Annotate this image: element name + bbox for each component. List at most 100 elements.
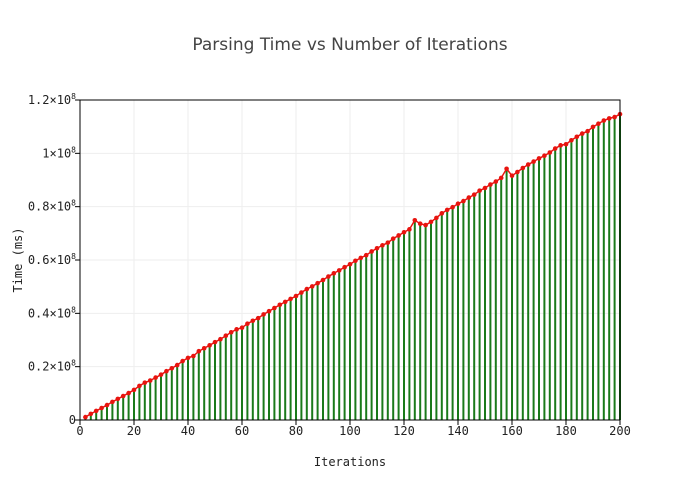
data-point	[493, 179, 499, 184]
data-point	[266, 308, 272, 314]
data-point	[423, 222, 428, 228]
data-point	[147, 378, 153, 383]
y-tick-label-base: 0.4×10	[28, 306, 71, 320]
x-tick-label: 60	[235, 424, 249, 438]
data-point	[331, 271, 337, 276]
y-tick-layer: 00.2×1080.4×1080.6×1080.8×1081×1081.2×10…	[28, 92, 80, 427]
data-point	[369, 249, 374, 254]
data-point	[385, 240, 391, 245]
data-point	[520, 165, 526, 171]
data-point	[466, 195, 472, 200]
y-axis-label: Time (ms)	[11, 227, 25, 292]
data-point	[282, 299, 288, 305]
data-point	[347, 261, 353, 267]
data-point	[363, 252, 369, 258]
data-point	[88, 411, 94, 417]
y-tick-label-base: 0.8×10	[28, 200, 71, 214]
data-point	[477, 188, 482, 193]
y-tick-label-exponent: 8	[71, 199, 76, 208]
data-point	[396, 233, 401, 238]
data-point	[250, 318, 256, 324]
y-tick-label-base: 0.2×10	[28, 360, 71, 374]
data-point	[115, 396, 121, 402]
data-point	[99, 405, 104, 411]
x-tick-label: 0	[76, 424, 83, 438]
data-point	[596, 121, 601, 127]
data-point	[137, 383, 142, 389]
data-point	[153, 375, 158, 380]
data-point	[509, 173, 515, 179]
marker-layer	[83, 111, 623, 420]
y-tick-label-base: 0	[69, 413, 76, 427]
data-point	[142, 380, 148, 385]
y-tick-label-base: 0.6×10	[28, 253, 71, 267]
data-point	[525, 162, 531, 167]
data-point	[536, 156, 542, 161]
y-tick-label: 0.2×108	[28, 359, 76, 374]
x-tick-label: 80	[289, 424, 303, 438]
data-point	[515, 169, 520, 175]
chart-title: Parsing Time vs Number of Iterations	[192, 35, 507, 55]
data-point	[255, 315, 261, 321]
data-point	[234, 327, 239, 332]
data-point	[498, 175, 504, 181]
y-tick-label: 0	[69, 413, 76, 427]
data-point	[547, 150, 553, 155]
data-point	[342, 264, 347, 270]
data-point	[455, 201, 461, 207]
data-point	[471, 192, 477, 197]
data-point	[164, 368, 169, 374]
data-point	[191, 353, 196, 359]
y-tick-label: 1×108	[42, 145, 76, 160]
stem-layer	[84, 114, 621, 420]
data-point	[390, 236, 396, 241]
data-point	[574, 134, 580, 140]
data-point	[417, 221, 423, 227]
data-point	[542, 153, 547, 159]
data-point	[590, 124, 596, 130]
data-point	[482, 185, 488, 191]
data-point	[180, 358, 185, 364]
data-point	[304, 286, 310, 292]
data-point	[380, 243, 385, 248]
x-tick-label: 180	[555, 424, 577, 438]
data-point	[174, 362, 180, 368]
data-point	[126, 390, 131, 396]
data-point	[461, 198, 466, 204]
data-point	[288, 296, 293, 302]
data-point	[201, 345, 207, 351]
y-tick-label: 0.4×108	[28, 305, 76, 320]
line-layer	[85, 113, 621, 418]
x-tick-label: 200	[609, 424, 631, 438]
data-point	[169, 365, 175, 371]
data-point	[261, 312, 266, 317]
data-point	[353, 258, 358, 264]
data-point	[110, 399, 115, 405]
data-point	[579, 131, 585, 136]
data-point	[450, 204, 455, 210]
data-point	[439, 211, 445, 216]
data-point	[504, 166, 509, 172]
data-point	[131, 387, 137, 393]
data-point	[612, 114, 617, 120]
y-tick-label-base: 1.2×10	[28, 93, 71, 107]
data-point	[358, 255, 364, 261]
data-point	[277, 302, 283, 308]
data-point	[120, 393, 126, 399]
data-point	[531, 159, 536, 164]
y-tick-label-exponent: 8	[71, 252, 76, 261]
data-point	[83, 414, 88, 420]
x-tick-label: 140	[447, 424, 469, 438]
y-tick-label: 0.6×108	[28, 252, 76, 267]
data-point	[601, 118, 607, 123]
data-point	[293, 293, 299, 299]
data-point	[272, 305, 277, 311]
data-point	[218, 336, 223, 342]
data-point	[558, 143, 563, 148]
y-tick-label-exponent: 8	[71, 92, 76, 101]
data-point	[185, 355, 191, 361]
data-point	[407, 227, 412, 232]
data-point	[212, 339, 218, 345]
data-point	[158, 372, 164, 377]
